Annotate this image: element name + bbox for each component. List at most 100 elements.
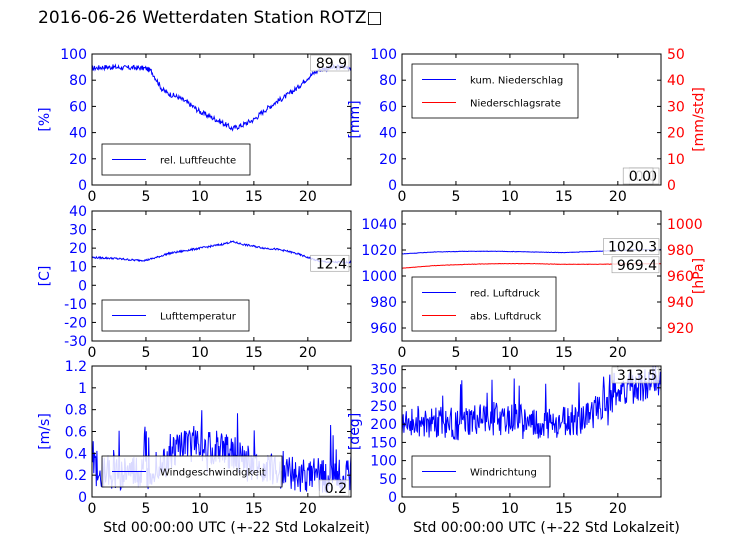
x-tick-label: 10 bbox=[501, 345, 519, 361]
y-tick-label: 1.2 bbox=[65, 359, 87, 375]
y-tick-label: 40 bbox=[69, 204, 87, 220]
y2-tick-label: 30 bbox=[667, 99, 685, 115]
x-tick-label: 5 bbox=[451, 501, 460, 517]
last-value-label: 0.0 bbox=[629, 169, 651, 185]
x-tick-label: 15 bbox=[245, 345, 263, 361]
value-box bbox=[318, 479, 350, 497]
x-tick-label: 20 bbox=[609, 501, 627, 517]
x-tick-label: 20 bbox=[299, 345, 317, 361]
x-tick-label: 0 bbox=[88, 345, 97, 361]
x-tick-label: 5 bbox=[141, 345, 150, 361]
chart-pressure: 0 5 10 15 20 960 980 1000 1020 1040 920 940 960 980 10… bbox=[361, 210, 707, 361]
x-axis-label: Std 00:00:00 UTC (+-22 Std Lokalzeit) bbox=[413, 520, 680, 536]
y-tick-label: 50 bbox=[379, 472, 397, 488]
y-tick-label: -10 bbox=[64, 297, 87, 313]
value-box bbox=[310, 54, 350, 72]
axes-frame bbox=[91, 210, 352, 342]
legend: Lufttemperatur bbox=[101, 299, 250, 332]
x-tick-label: 5 bbox=[141, 189, 150, 205]
x-tick-label: 0 bbox=[398, 345, 407, 361]
legend-label: kum. Niederschlag bbox=[470, 76, 563, 87]
legend-label: Windgeschwindigkeit bbox=[160, 468, 266, 479]
x-tick-label: 0 bbox=[88, 501, 97, 517]
y-tick-label: 40 bbox=[379, 126, 397, 142]
y2-tick-label: 50 bbox=[667, 47, 685, 63]
series-line bbox=[91, 63, 352, 132]
value-box bbox=[310, 254, 350, 272]
y-tick-label: 30 bbox=[69, 223, 87, 239]
y-axis-label: [mm] bbox=[347, 100, 363, 138]
x-tick-label: 15 bbox=[555, 189, 573, 205]
y-tick-label: -30 bbox=[64, 334, 87, 350]
value-box bbox=[611, 256, 660, 274]
last-value-label: 0.2 bbox=[325, 481, 347, 497]
last-value-label: 12.4 bbox=[316, 256, 347, 272]
y-tick-label: 0 bbox=[78, 178, 87, 194]
y-tick-label: 0 bbox=[78, 278, 87, 294]
y-tick-label: -20 bbox=[64, 315, 87, 331]
y-tick-label: 60 bbox=[379, 99, 397, 115]
y-tick-label: 350 bbox=[370, 363, 397, 379]
legend-label: abs. Luftdruck bbox=[470, 312, 541, 323]
chart-wind-speed: 0 5 10 15 20 0 0.2 0.4 0.6 0.8 1 1.2 [m/s] Std 00:00:… bbox=[37, 359, 370, 536]
x-tick-label: 10 bbox=[501, 501, 519, 517]
last-value-label: 89.9 bbox=[316, 56, 347, 72]
y-tick-label: 980 bbox=[370, 295, 397, 311]
x-tick-label: 0 bbox=[398, 501, 407, 517]
y2-tick-label: 10 bbox=[667, 152, 685, 168]
y-tick-label: 1000 bbox=[361, 269, 397, 285]
legend-label: red. Luftdruck bbox=[470, 289, 540, 300]
y-tick-label: 0 bbox=[388, 178, 397, 194]
legend: red. Luftdruck abs. Luftdruck bbox=[411, 276, 557, 332]
y2-tick-label: 960 bbox=[667, 269, 694, 285]
x-tick-label: 10 bbox=[191, 189, 209, 205]
x-tick-label: 15 bbox=[555, 501, 573, 517]
legend-label: rel. Luftfeuchte bbox=[160, 156, 236, 167]
series-line bbox=[91, 240, 352, 264]
chart-precip: 0 5 10 15 20 0 20 40 60 80 100 0 10 20 30 40 50 [mm/std] [… bbox=[347, 47, 707, 205]
x-tick-label: 20 bbox=[299, 501, 317, 517]
x-tick-label: 5 bbox=[451, 345, 460, 361]
y-tick-label: 20 bbox=[379, 152, 397, 168]
y-axis-label: [%] bbox=[37, 107, 53, 131]
y-tick-label: 0 bbox=[388, 490, 397, 506]
x-tick-label: 0 bbox=[88, 189, 97, 205]
x-tick-label: 15 bbox=[555, 345, 573, 361]
y-axis-label: [m/s] bbox=[37, 413, 53, 450]
x-tick-label: 20 bbox=[299, 189, 317, 205]
y-tick-label: 80 bbox=[69, 73, 87, 89]
x-tick-label: 10 bbox=[191, 345, 209, 361]
y2-tick-label: 0 bbox=[667, 178, 676, 194]
y-tick-label: 10 bbox=[69, 260, 87, 276]
y-tick-label: 1040 bbox=[361, 217, 397, 233]
y2-tick-label: 40 bbox=[667, 73, 685, 89]
axes-frame bbox=[401, 53, 662, 186]
x-tick-label: 15 bbox=[245, 501, 263, 517]
last-value-label: 313.5 bbox=[617, 368, 657, 384]
y2-tick-label: 1000 bbox=[667, 217, 703, 233]
value-box bbox=[611, 366, 660, 384]
legend-label: Windrichtung bbox=[470, 468, 537, 479]
y-tick-label: 0.4 bbox=[65, 446, 87, 462]
y-tick-label: 60 bbox=[69, 99, 87, 115]
chart-humidity: 0 5 10 15 20 0 20 40 60 80 100 [%] rel. Luftfeuchte 8… bbox=[37, 47, 352, 205]
y-tick-label: 20 bbox=[69, 152, 87, 168]
y2-tick-label: 920 bbox=[667, 321, 694, 337]
value-box bbox=[603, 238, 660, 255]
legend: kum. Niederschlag Niederschlagsrate bbox=[411, 63, 579, 119]
y-tick-label: 150 bbox=[370, 435, 397, 451]
y-tick-label: 200 bbox=[370, 417, 397, 433]
y-tick-label: 1020 bbox=[361, 243, 397, 259]
legend: Windgeschwindigkeit bbox=[101, 455, 283, 488]
legend-label: Lufttemperatur bbox=[160, 312, 237, 323]
x-tick-label: 10 bbox=[501, 189, 519, 205]
x-tick-label: 0 bbox=[398, 189, 407, 205]
y-tick-label: 100 bbox=[370, 454, 397, 470]
series-line bbox=[401, 365, 662, 441]
y-tick-label: 20 bbox=[69, 241, 87, 257]
chart-temperature: 0 5 10 15 20 -30 -20 -10 0 10 20 30 40 [C] Lufttempera… bbox=[37, 204, 352, 361]
y-axis-label: [deg] bbox=[347, 413, 363, 450]
y-axis-label: [C] bbox=[37, 266, 53, 287]
